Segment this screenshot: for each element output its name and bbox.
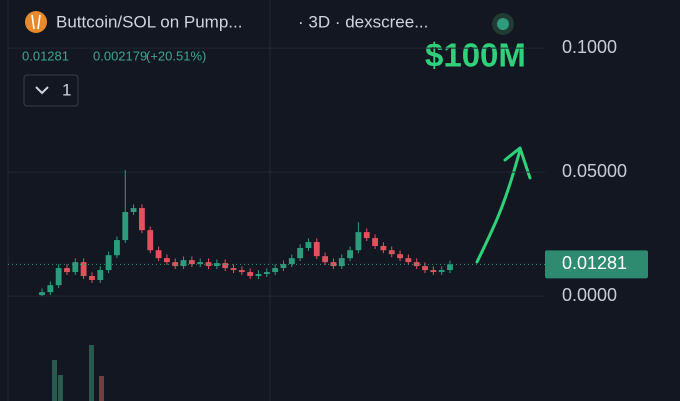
volume-decor xyxy=(99,376,104,401)
candle-body xyxy=(180,260,187,267)
chevron xyxy=(35,86,49,95)
chart-meta: · 3D · dexscree... xyxy=(298,12,428,31)
candle-body xyxy=(172,262,179,267)
last-price-tag xyxy=(545,250,648,279)
candle-body xyxy=(338,258,345,267)
status-dot xyxy=(497,18,509,30)
candle-body xyxy=(72,262,79,273)
candle-body xyxy=(47,285,54,293)
y-tick-label: 0.0000 xyxy=(562,285,617,305)
candle-body xyxy=(197,262,204,265)
candle-body xyxy=(355,232,362,251)
candle-body xyxy=(305,242,312,248)
candle-body xyxy=(238,270,245,273)
candle-body xyxy=(405,258,412,263)
candle-body xyxy=(139,208,145,231)
candle-body xyxy=(388,250,395,255)
candle-body xyxy=(163,258,170,263)
candle-body xyxy=(255,274,262,277)
candle-body xyxy=(188,260,195,265)
candle-body xyxy=(347,250,353,259)
volume-decor xyxy=(58,375,63,401)
candle-body xyxy=(297,247,304,259)
candle-body xyxy=(64,268,70,273)
indicator-count: 1 xyxy=(62,80,71,99)
candle-body xyxy=(397,254,403,259)
volume-decor xyxy=(52,360,57,401)
candle-body xyxy=(372,238,378,247)
candle-body xyxy=(114,240,120,256)
candle-body xyxy=(247,272,254,277)
candle-body xyxy=(288,258,295,265)
candle-body xyxy=(322,256,329,263)
candle-body xyxy=(280,264,287,269)
candle-body xyxy=(230,268,237,271)
candle-body xyxy=(155,250,162,259)
indicator-toggle[interactable] xyxy=(23,74,79,107)
candle-body xyxy=(447,264,453,271)
candle-body xyxy=(438,270,445,273)
candle-body xyxy=(313,242,320,257)
candle-body xyxy=(122,212,129,241)
token-logo xyxy=(25,11,47,33)
volume-decor xyxy=(89,345,94,401)
candle-body xyxy=(55,268,62,286)
candle-body xyxy=(147,230,154,251)
candle-body xyxy=(222,263,229,269)
candle-body xyxy=(330,262,337,267)
annotation: $100M xyxy=(425,37,526,74)
y-tick-label: 0.05000 xyxy=(562,161,627,181)
candle-body xyxy=(272,268,279,273)
candle-body xyxy=(80,262,87,277)
arrow-head xyxy=(503,146,532,180)
arrow xyxy=(475,148,522,264)
candle-body xyxy=(130,208,137,213)
candle-body xyxy=(97,270,104,280)
legend-change: 0.002179 xyxy=(93,48,147,63)
y-tick-label: 0.1000 xyxy=(562,37,617,57)
candle-body xyxy=(380,246,387,251)
candle-body xyxy=(105,255,112,271)
legend-last: 0.01281 xyxy=(22,48,69,63)
candle-body xyxy=(430,270,437,273)
candle-body xyxy=(39,292,45,296)
logo-mark xyxy=(31,14,41,30)
candle-body xyxy=(363,232,370,239)
candle-body xyxy=(422,266,428,271)
candle-body xyxy=(263,272,270,275)
candle-body xyxy=(89,276,95,280)
pair-title: Buttcoin/SOL on Pump... xyxy=(56,12,242,31)
legend-change-pct: (+20.51%) xyxy=(146,48,206,63)
last-price-label: 0.01281 xyxy=(562,253,627,273)
